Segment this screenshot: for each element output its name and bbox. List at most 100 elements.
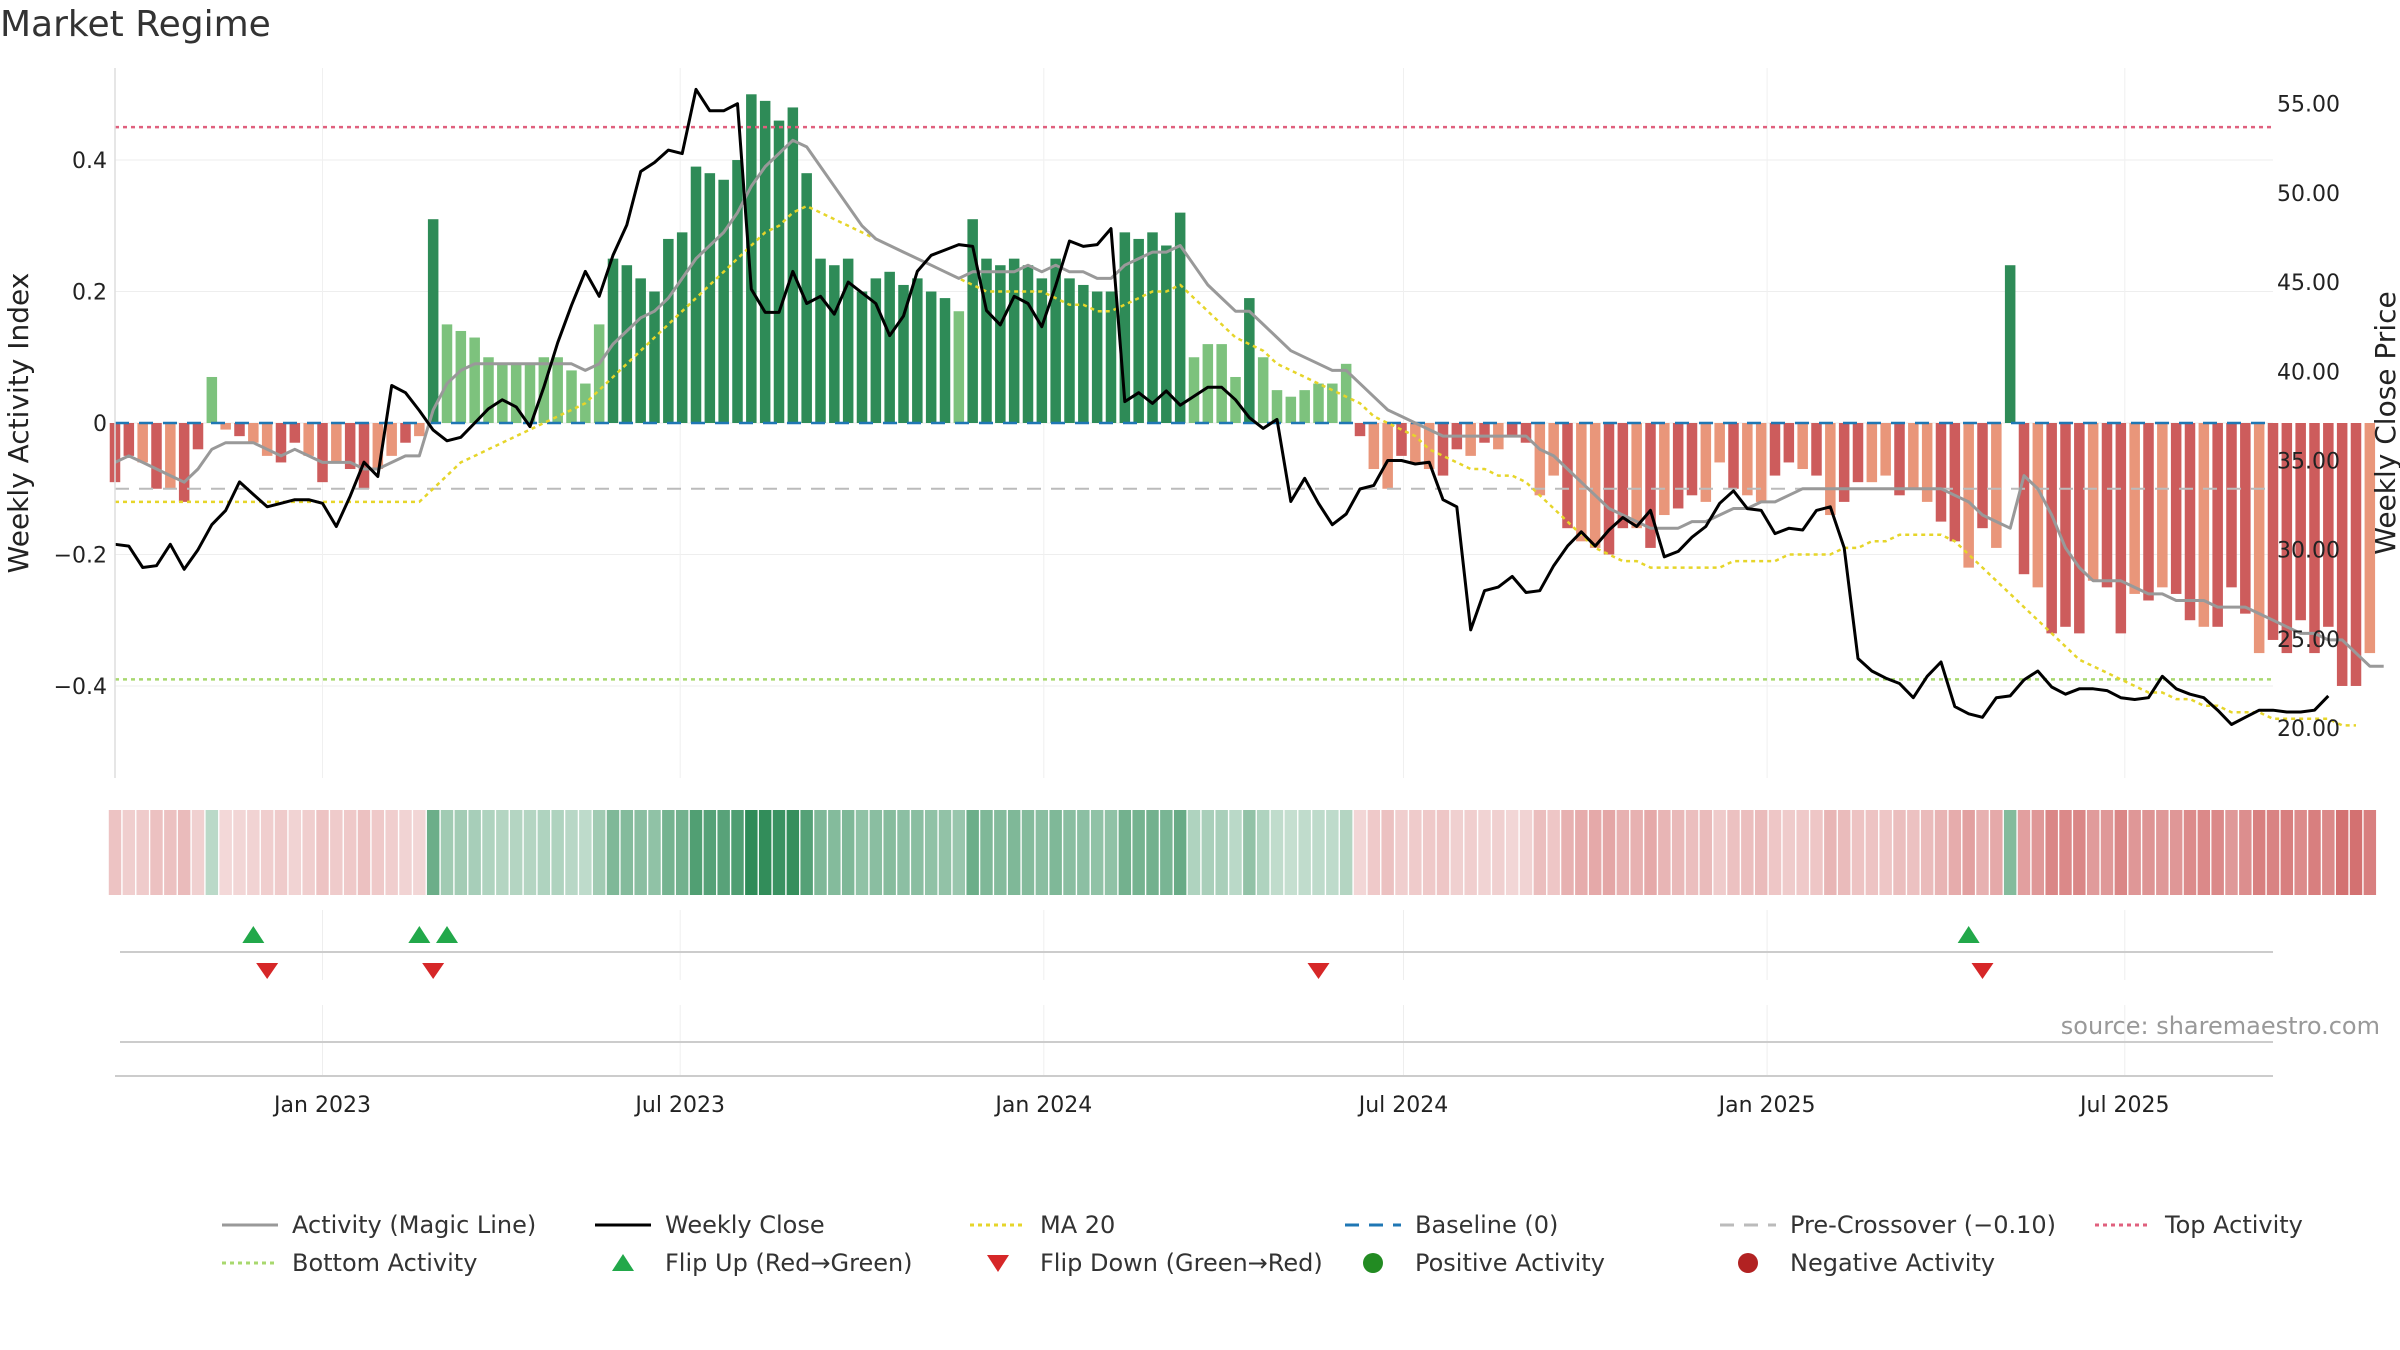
regime-cell	[1990, 810, 2003, 895]
regime-cell	[1547, 810, 1560, 895]
activity-bar	[1506, 423, 1518, 437]
activity-bar	[1562, 423, 1573, 529]
regime-cell	[2280, 810, 2294, 895]
right-axis-tick-label: 25.00	[2277, 628, 2340, 653]
activity-bar	[1423, 423, 1435, 470]
regime-cell	[1575, 810, 1588, 895]
regime-cell	[509, 810, 523, 895]
activity-bar	[1091, 291, 1103, 423]
activity-bar	[1410, 423, 1421, 463]
legend-item: Negative Activity	[1738, 1249, 1995, 1277]
magic-line-series	[114, 138, 2384, 668]
activity-bar	[884, 271, 895, 423]
regime-cell	[731, 810, 744, 895]
right-axis-label: Weekly Close Price	[2369, 291, 2400, 554]
regime-cell	[2142, 810, 2155, 895]
flip-down-marker	[1307, 963, 1330, 979]
activity-bar	[2309, 423, 2320, 654]
activity-bar	[1811, 423, 1822, 476]
regime-cell	[1630, 810, 1643, 895]
regime-cell	[1893, 810, 1906, 895]
right-axis-tick-label: 35.00	[2277, 449, 2340, 474]
activity-bar	[427, 219, 439, 423]
regime-cell	[1215, 810, 1228, 895]
regime-cell	[205, 810, 219, 895]
activity-bar	[2060, 423, 2071, 627]
regime-cell	[1533, 810, 1547, 895]
activity-bar	[1368, 423, 1380, 470]
regime-cell	[924, 810, 938, 895]
regime-cell	[1326, 810, 1339, 895]
regime-cell	[274, 810, 288, 895]
regime-cell	[2156, 810, 2169, 895]
regime-cell	[2225, 810, 2238, 895]
activity-bar	[1838, 423, 1850, 502]
regime-cell	[1270, 810, 1284, 895]
activity-bar	[663, 238, 674, 423]
regime-cell	[1118, 810, 1132, 895]
regime-cell	[1422, 810, 1436, 895]
activity-bar	[234, 423, 245, 437]
regime-cell	[565, 810, 578, 895]
activity-bar	[676, 232, 688, 423]
activity-bar	[151, 423, 162, 489]
activity-bar	[1728, 423, 1739, 489]
regime-cell	[772, 810, 786, 895]
activity-bar	[1119, 232, 1131, 423]
legend-item: Weekly Close	[595, 1211, 825, 1239]
regime-cell	[468, 810, 481, 895]
regime-cell	[1727, 810, 1740, 895]
legend-label: Weekly Close	[665, 1211, 825, 1239]
activity-bar	[842, 258, 854, 423]
activity-bar	[1686, 423, 1698, 496]
activity-bar	[2295, 423, 2306, 621]
activity-bar	[1852, 423, 1864, 483]
regime-cell	[1644, 810, 1657, 895]
activity-bar	[331, 423, 342, 463]
activity-bar	[289, 423, 301, 443]
regime-cell	[219, 810, 232, 895]
activity-bar	[1714, 423, 1725, 463]
regime-cell	[620, 810, 634, 895]
regime-cell	[1478, 810, 1491, 895]
x-axis-tick-label: Jul 2025	[2078, 1093, 2170, 1118]
activity-bar	[1908, 423, 1919, 489]
regime-cell	[1699, 810, 1713, 895]
legend-label: Activity (Magic Line)	[292, 1211, 536, 1239]
regime-cell	[1339, 810, 1353, 895]
activity-bar	[261, 423, 273, 456]
legend-item: Bottom Activity	[222, 1249, 477, 1277]
activity-bar	[372, 423, 384, 470]
activity-bar	[1742, 423, 1753, 496]
regime-cell	[1021, 810, 1035, 895]
regime-cell	[2239, 810, 2252, 895]
legend-label: Top Activity	[2164, 1211, 2303, 1239]
regime-cell	[1284, 810, 1298, 895]
activity-bar	[400, 423, 411, 443]
regime-cell	[1256, 810, 1270, 895]
activity-bar	[2074, 423, 2085, 634]
right-axis-ticks: 55.00 50.00 45.00 40.00 35.00 30.00 25.00 20.00	[2277, 93, 2340, 742]
activity-bar	[469, 337, 480, 423]
activity-bar	[1534, 423, 1546, 496]
legend-swatch	[612, 1254, 634, 1271]
activity-bar	[1313, 383, 1324, 423]
legend-item: Flip Down (Green→Red)	[987, 1249, 1323, 1277]
regime-cell	[1049, 810, 1062, 895]
activity-bar	[898, 284, 909, 423]
regime-cell	[1824, 810, 1837, 895]
legend-label: Negative Activity	[1790, 1249, 1995, 1277]
regime-cell	[1851, 810, 1865, 895]
regime-cell	[1796, 810, 1809, 895]
activity-bar	[1257, 357, 1269, 423]
activity-bar	[1645, 423, 1656, 548]
regime-cell	[2114, 810, 2128, 895]
activity-bar	[123, 423, 135, 456]
activity-bar	[2267, 423, 2279, 640]
activity-bar	[1797, 423, 1808, 470]
regime-cell	[2335, 810, 2349, 895]
activity-bar	[1437, 423, 1449, 476]
activity-bar	[1866, 423, 1878, 483]
legend-swatch	[987, 1255, 1009, 1272]
legend-item: Baseline (0)	[1345, 1211, 1558, 1239]
